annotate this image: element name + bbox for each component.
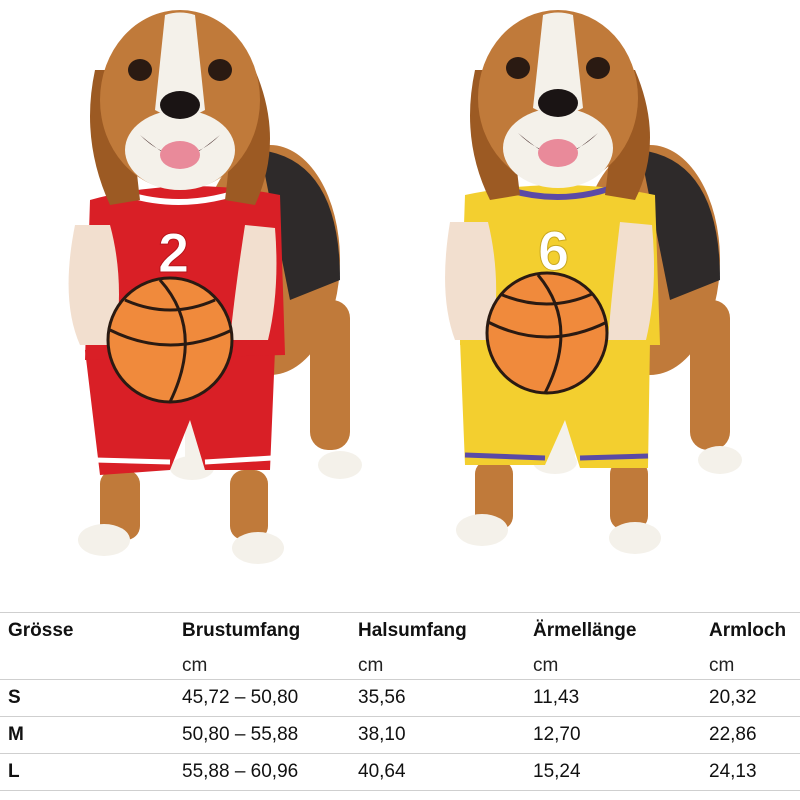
table-cell: 15,24 [533, 761, 581, 782]
table-cell: 24,13 [709, 761, 757, 782]
header-chest: Brustumfang [182, 619, 301, 641]
header-armhole: Armloch [709, 619, 787, 641]
beagle-red-jersey-image: 2 [68, 10, 362, 564]
table-header-row: Grösse Brustumfang Halsumfang Ärmellänge… [0, 612, 800, 649]
table-cell: 45,72 – 50,80 [182, 687, 299, 708]
table-row: L 55,88 – 60,96 40,64 15,24 24,13 [0, 753, 800, 791]
header-size: Grösse [8, 619, 74, 641]
table-cell: 11,43 [533, 687, 580, 708]
table-cell: 55,88 – 60,96 [182, 761, 299, 782]
unit-cell [0, 649, 174, 680]
unit-cell: cm [709, 655, 735, 676]
table-cell: 50,80 – 55,88 [182, 724, 299, 745]
table-row: S 45,72 – 50,80 35,56 11,43 20,32 [0, 679, 800, 717]
table-unit-row: cm cm cm cm [0, 649, 800, 680]
table-cell: 12,70 [533, 724, 581, 745]
table-cell: 35,56 [358, 687, 406, 708]
size-label: S [8, 687, 21, 708]
header-sleeve: Ärmellänge [533, 619, 637, 641]
table-cell: 40,64 [358, 761, 406, 782]
beagle-yellow-jersey-image: 6 [445, 10, 742, 554]
size-label: M [8, 724, 24, 745]
table-cell: 22,86 [709, 724, 757, 745]
table-cell: 20,32 [709, 687, 757, 708]
product-photo: 2 6 [68, 10, 742, 564]
header-neck: Halsumfang [358, 619, 467, 641]
svg-text:2: 2 [158, 221, 189, 284]
unit-cell: cm [182, 655, 208, 676]
table-cell: 38,10 [358, 724, 406, 745]
unit-cell: cm [358, 655, 384, 676]
unit-cell: cm [533, 655, 559, 676]
table-row: M 50,80 – 55,88 38,10 12,70 22,86 [0, 716, 800, 754]
size-label: L [8, 761, 20, 782]
size-chart-table: Grösse Brustumfang Halsumfang Ärmellänge… [0, 612, 800, 791]
